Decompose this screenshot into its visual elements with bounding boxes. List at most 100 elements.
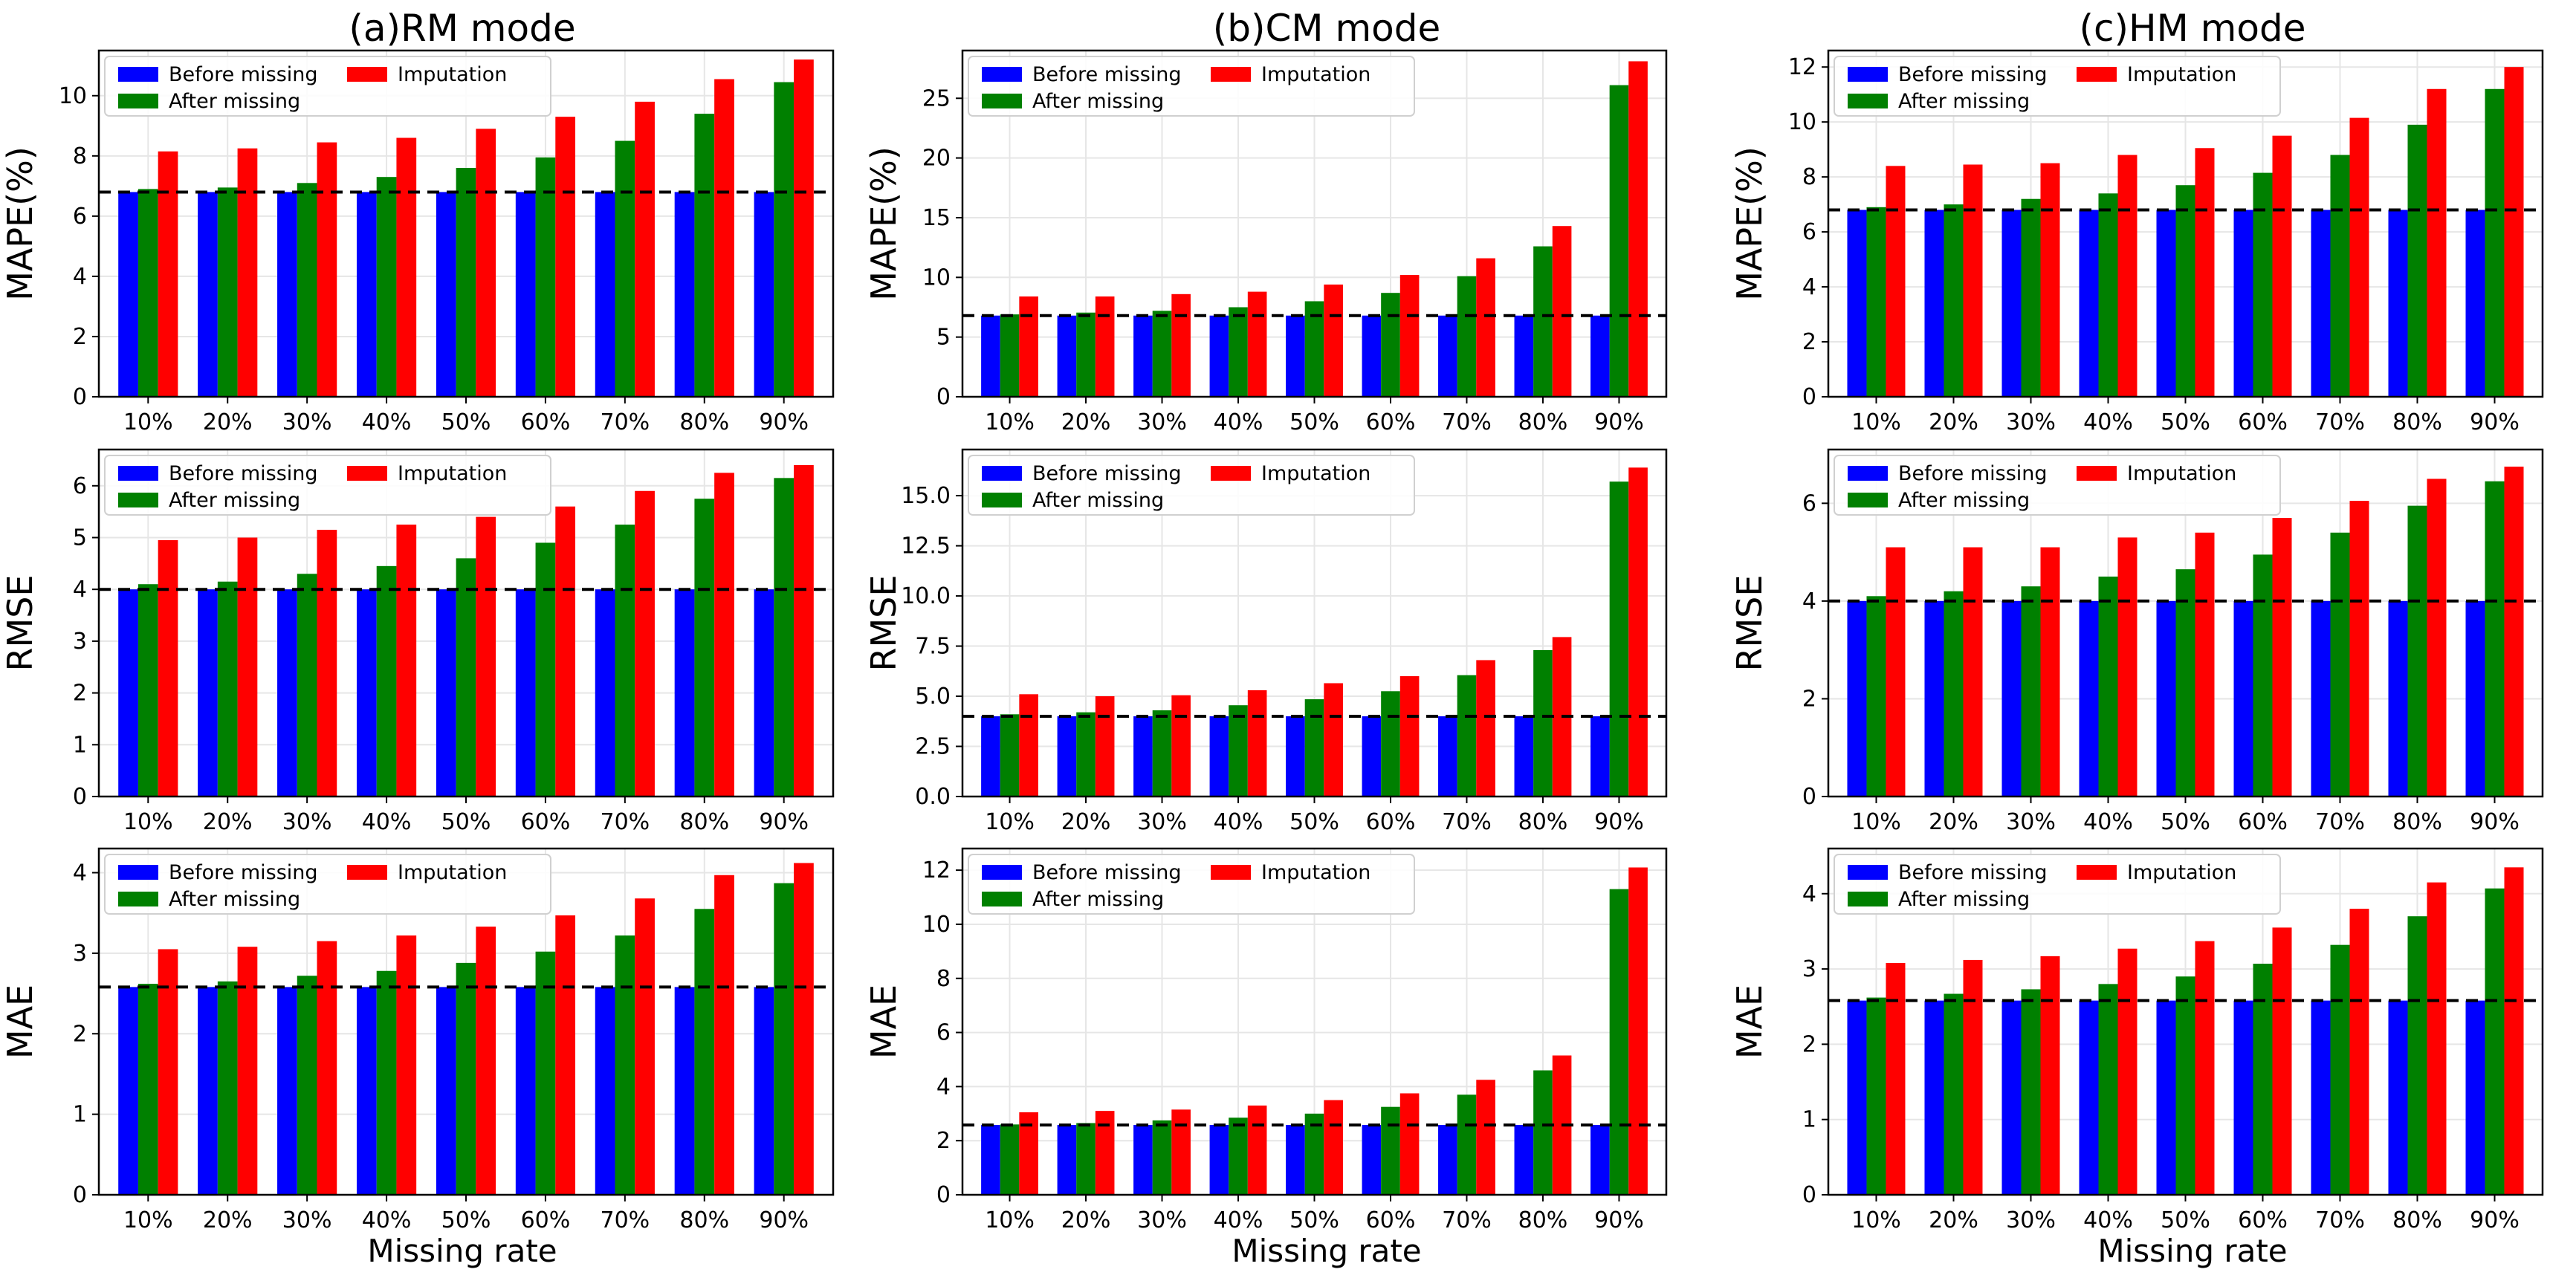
panel-cm-mae-bar-after-5	[1381, 1106, 1400, 1195]
panel-hm-rmse-bar-after-6	[2330, 532, 2350, 797]
panel-cm-mae-bar-after-0	[1000, 1124, 1020, 1195]
panel-hm-rmse-xtick-label-1: 20%	[1929, 809, 1978, 835]
panel-hm-mae-legend-swatch-before	[1848, 865, 1888, 880]
panel-cm-mae-bar-imputation-4	[1324, 1100, 1343, 1195]
panel-hm-mape-bar-imputation-3	[2117, 155, 2138, 398]
panel-hm-mae-bar-before-3	[2079, 1000, 2099, 1195]
panel-rm-mae-legend-swatch-imputation	[347, 865, 387, 880]
panel-hm-rmse-bar-imputation-8	[2504, 467, 2524, 797]
panel-cm-mae-legend-box	[968, 854, 1415, 915]
panel-cm-rmse-bar-after-5	[1381, 691, 1400, 797]
panel-cm-rmse-xtick-label-5: 60%	[1366, 809, 1416, 835]
panel-hm-mape-bar-imputation-8	[2504, 67, 2524, 397]
panel-rm-mape-bar-after-1	[217, 187, 238, 398]
panel-cm-mape-legend-swatch-before	[982, 67, 1022, 82]
panel-rm-mape-ytick-label-0: 0	[73, 384, 87, 410]
panel-hm-mae-bar-after-2	[2021, 989, 2041, 1195]
panel-cm-mae: 0 2 4 6 8 10 12 10% 20% 30% 40% 50% 60% 70% 80% 90% MAE B…	[864, 847, 1668, 1233]
panel-rm-mae-bar-before-8	[754, 987, 774, 1195]
panel-cm-mae-bar-before-5	[1362, 1125, 1382, 1195]
panel-cm-mape-ytick-label-0: 0	[936, 384, 951, 410]
panel-hm-mape-ytick-label-5: 10	[1788, 109, 1816, 135]
panel-hm-rmse-bar-before-4	[2156, 600, 2176, 797]
panel-cm-rmse-legend: Before missing After missing Imputation	[968, 455, 1415, 516]
panel-cm-rmse-bar-before-6	[1438, 716, 1457, 797]
panel-hm-mae-ylabel: MAE	[1729, 985, 1770, 1059]
panel-cm-mape-bar-after-0	[1000, 314, 1020, 397]
panel-rm-rmse-xtick-label-3: 40%	[362, 809, 412, 835]
panel-rm-mae-bar-imputation-5	[555, 915, 576, 1195]
panel-hm-rmse-bar-after-5	[2253, 554, 2273, 797]
panel-hm-mape-xtick-label-0: 10%	[1851, 409, 1901, 435]
panel-rm-mape-bar-imputation-0	[158, 151, 178, 397]
panel-cm-mape-xtick-label-1: 20%	[1061, 409, 1111, 435]
panel-hm-mape-legend-swatch-after	[1848, 94, 1888, 108]
panel-cm-mape-bar-before-1	[1057, 315, 1077, 397]
panel-hm-mae-bar-after-7	[2407, 916, 2427, 1195]
panel-rm-rmse-bar-after-8	[774, 478, 795, 797]
panel-cm-rmse-bar-before-8	[1590, 716, 1610, 797]
panel-rm-rmse-bar-after-1	[217, 581, 238, 797]
panel-cm-mape-bar-imputation-2	[1171, 293, 1191, 397]
panel-hm-rmse-xtick-label-5: 60%	[2238, 809, 2288, 835]
panel-hm-rmse-xtick-label-2: 30%	[2006, 809, 2056, 835]
panel-rm-mape-bar-after-2	[297, 183, 317, 397]
panel-cm-mape-bar-before-8	[1590, 315, 1610, 397]
panel-hm-mae-xtick-label-6: 70%	[2315, 1207, 2365, 1233]
panel-hm-mape: 0 2 4 6 8 10 12 10% 20% 30% 40% 50% 60% 70% 80% 90% MAPE…	[1729, 49, 2544, 435]
panel-rm-mape-xtick-label-8: 90%	[759, 409, 809, 435]
panel-rm-mape-legend: Before missing After missing Imputation	[104, 56, 551, 117]
panel-rm-mape-bar-imputation-6	[635, 101, 655, 397]
panel-rm-mape-bar-before-8	[754, 192, 774, 397]
panel-hm-mae-bar-before-0	[1847, 1000, 1867, 1195]
panel-rm-mae-legend-label-before: Before missing	[169, 861, 318, 884]
panel-rm-mape-bar-before-2	[277, 192, 297, 397]
panel-rm-rmse-bar-imputation-4	[476, 516, 496, 797]
panel-cm-mape-bar-after-6	[1457, 276, 1477, 397]
panel-hm-mae-bar-imputation-2	[2040, 956, 2060, 1195]
panel-cm-rmse-bar-after-4	[1304, 699, 1324, 797]
panel-rm-rmse-bar-after-5	[535, 542, 556, 797]
panel-rm-mae-ylabel: MAE	[0, 985, 40, 1059]
panel-rm-mape-bar-imputation-2	[317, 142, 337, 397]
panel-rm-mape: 0 2 4 6 8 10 10% 20% 30% 40% 50% 60% 70% 80% 90% MAPE(%…	[0, 49, 835, 435]
panel-rm-mape-bar-before-0	[118, 192, 138, 397]
panel-hm-rmse-ytick-label-0: 0	[1802, 784, 1816, 810]
panel-cm-mae-bar-before-8	[1590, 1125, 1610, 1195]
panel-cm-mae-ytick-label-4: 8	[936, 966, 951, 992]
panel-cm-mape-xtick-label-0: 10%	[985, 409, 1035, 435]
panel-cm-mape-bar-after-2	[1152, 311, 1172, 397]
panel-hm-mape-bar-before-1	[1924, 210, 1944, 397]
panel-hm-rmse-bar-imputation-4	[2195, 532, 2215, 797]
panel-cm-rmse-bar-imputation-4	[1324, 683, 1343, 797]
panel-cm-mape-bar-after-8	[1609, 85, 1629, 397]
panel-hm-rmse-bar-imputation-2	[2040, 547, 2060, 797]
panel-cm-mape-bar-before-7	[1514, 315, 1534, 397]
panel-hm-mae-bar-after-8	[2485, 888, 2505, 1195]
panel-hm-rmse-bar-imputation-6	[2349, 501, 2369, 797]
panel-hm-mape-bar-imputation-0	[1886, 166, 1906, 398]
panel-hm-mape-xtick-label-6: 70%	[2315, 409, 2365, 435]
panel-hm-mape-bar-before-0	[1847, 210, 1867, 397]
panel-hm-mae: 0 1 2 3 4 10% 20% 30% 40% 50% 60% 70% 80% 90% MAE Befor…	[1729, 847, 2544, 1233]
panel-cm-mae-ytick-label-3: 6	[936, 1020, 951, 1046]
panel-hm-mape-legend-label-before: Before missing	[1898, 63, 2048, 86]
panel-rm-mae-xtick-label-3: 40%	[362, 1207, 412, 1233]
panel-hm-mape-legend-box	[1834, 56, 2281, 117]
panel-hm-mape-legend-label-imputation: Imputation	[2127, 63, 2236, 86]
panel-hm-mape-bar-imputation-6	[2349, 117, 2369, 397]
panel-cm-rmse-legend-label-after: After missing	[1032, 489, 1164, 512]
panel-rm-rmse-legend-label-imputation: Imputation	[398, 462, 507, 485]
panel-cm-mape-ylabel: MAPE(%)	[864, 146, 904, 301]
panel-hm-mape-xtick-label-4: 50%	[2161, 409, 2210, 435]
panel-hm-rmse-ytick-label-2: 4	[1802, 588, 1816, 614]
panel-rm-mape-bar-after-6	[615, 140, 635, 397]
panel-hm-mae-legend: Before missing After missing Imputation	[1834, 854, 2281, 915]
panel-cm-rmse-ytick-label-3: 7.5	[915, 634, 951, 660]
panel-cm-mape-bar-imputation-1	[1095, 296, 1115, 397]
panel-hm-rmse-bar-before-1	[1924, 600, 1944, 797]
panel-cm-rmse-bar-after-3	[1229, 705, 1248, 797]
panel-rm-rmse-bar-imputation-5	[555, 506, 576, 797]
panel-cm-mae-legend-label-after: After missing	[1032, 888, 1164, 911]
